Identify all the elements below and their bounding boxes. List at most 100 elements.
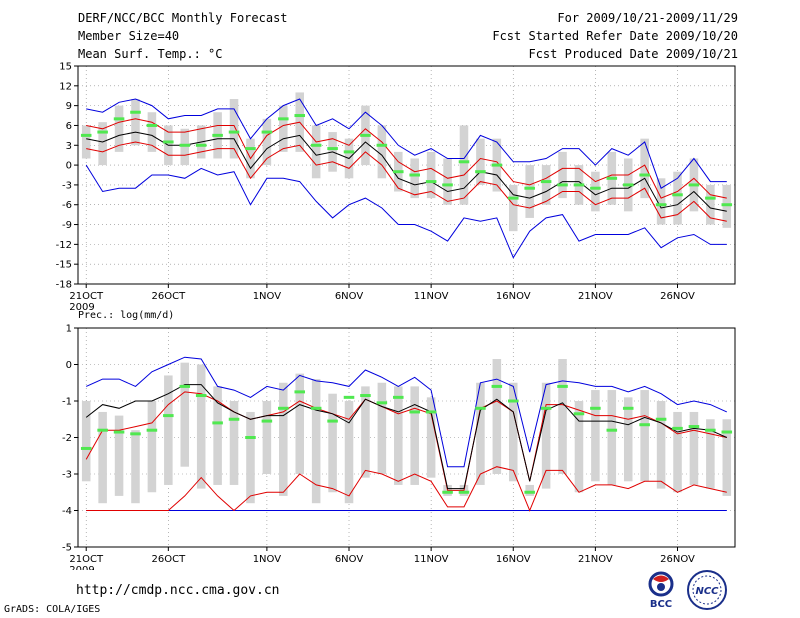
prec-box bbox=[508, 382, 518, 482]
prec-xtick-label: 26OCT bbox=[151, 554, 186, 565]
prec-xtick-label: 11NOV bbox=[414, 554, 449, 565]
prec-box bbox=[640, 390, 649, 482]
prec-box bbox=[295, 373, 305, 474]
prec-median-mark bbox=[622, 406, 634, 410]
prec-median-mark bbox=[721, 430, 733, 434]
prec-median-mark bbox=[557, 384, 568, 388]
prec-ytick-label: -2 bbox=[62, 433, 72, 444]
prec-box bbox=[213, 386, 222, 485]
member-size: Member Size=40 bbox=[78, 29, 180, 43]
prec-box bbox=[541, 382, 551, 489]
prec-box bbox=[377, 382, 387, 474]
prec-median-mark bbox=[425, 410, 437, 414]
temp-xtick-label: 21OCT bbox=[69, 291, 104, 302]
temp-median-mark bbox=[195, 143, 207, 147]
temp-median-mark bbox=[97, 130, 108, 134]
temp-median-mark bbox=[639, 173, 650, 177]
temp-mean-plus-sd-line bbox=[86, 118, 727, 199]
temp-median-mark bbox=[163, 140, 174, 144]
temp-box bbox=[114, 105, 124, 152]
prec-box bbox=[574, 401, 584, 493]
prec-median-mark bbox=[393, 395, 404, 399]
temp-year-label: 2009 bbox=[69, 302, 94, 313]
temp-median-mark bbox=[622, 183, 634, 187]
temp-box bbox=[706, 184, 715, 225]
temp-median-mark bbox=[409, 173, 420, 177]
temp-box bbox=[131, 99, 140, 146]
chart-title: DERF/NCC/BCC Monthly Forecast bbox=[78, 11, 288, 25]
prec-median-mark bbox=[639, 423, 650, 427]
prec-chart-title: Prec.: log(mm/d) bbox=[78, 310, 174, 321]
temp-median-mark bbox=[310, 143, 322, 147]
prec-median-mark bbox=[130, 432, 141, 436]
temp-ytick-label: 0 bbox=[66, 161, 72, 172]
temp-mean-minus-sd-line bbox=[86, 141, 727, 222]
prec-median-mark bbox=[245, 436, 256, 439]
prec-ytick-label: -1 bbox=[62, 397, 72, 408]
prec-median-mark bbox=[179, 384, 191, 388]
temp-median-mark bbox=[524, 186, 535, 190]
temp-box bbox=[525, 165, 534, 218]
temp-median-mark bbox=[721, 203, 733, 207]
temp-box bbox=[377, 125, 387, 179]
temp-median-mark bbox=[458, 160, 470, 164]
prec-median-mark bbox=[688, 425, 700, 429]
prec-box bbox=[262, 401, 272, 474]
prec-box bbox=[476, 382, 485, 485]
prec-median-mark bbox=[146, 428, 158, 432]
temp-xtick-label: 26NOV bbox=[660, 291, 695, 302]
temp-median-mark bbox=[80, 133, 92, 137]
temp-ytick-label: 6 bbox=[66, 121, 72, 132]
prec-median-mark bbox=[376, 401, 388, 405]
prec-box bbox=[98, 411, 107, 504]
temp-xtick-label: 11NOV bbox=[414, 291, 449, 302]
prec-median-mark bbox=[491, 384, 503, 388]
temp-box bbox=[279, 105, 288, 152]
bcc-logo: BCC bbox=[648, 571, 674, 609]
prec-box bbox=[311, 379, 321, 504]
prec-ytick-label: -3 bbox=[62, 470, 72, 481]
prec-box bbox=[623, 397, 633, 482]
temp-median-mark bbox=[590, 186, 601, 190]
temp-ytick-label: -15 bbox=[56, 260, 72, 271]
prec-median-mark bbox=[540, 406, 552, 410]
ncc-logo-text: NCC bbox=[695, 586, 719, 597]
prec-xtick-label: 16NOV bbox=[496, 554, 531, 565]
temp-median-mark bbox=[606, 176, 618, 180]
prec-ytick-label: -4 bbox=[62, 506, 72, 517]
temp-ytick-label: 12 bbox=[59, 81, 72, 92]
prec-box bbox=[607, 390, 617, 485]
prec-box bbox=[81, 401, 91, 482]
source-url[interactable]: http://cmdp.ncc.cma.gov.cn bbox=[76, 583, 280, 598]
prec-median-mark bbox=[606, 428, 618, 432]
temp-max-line bbox=[86, 98, 727, 189]
prec-box bbox=[229, 401, 239, 485]
temp-box bbox=[673, 171, 682, 225]
grads-credit: GrADS: COLA/IGES bbox=[4, 604, 101, 615]
prec-box bbox=[525, 484, 534, 496]
temp-box bbox=[443, 158, 452, 205]
prec-median-mark bbox=[327, 419, 338, 423]
prec-median-mark bbox=[672, 426, 683, 430]
temp-ytick-label: 3 bbox=[66, 141, 72, 152]
prec-year-label: 2009 bbox=[69, 565, 94, 570]
temp-median-mark bbox=[245, 147, 256, 151]
prec-box bbox=[147, 401, 157, 493]
prec-mean-plus-sd-line bbox=[85, 391, 727, 491]
prec-median-mark bbox=[475, 406, 486, 410]
temp-median-mark bbox=[425, 180, 437, 184]
prec-xtick-label: 21OCT bbox=[69, 554, 104, 565]
prec-median-mark bbox=[228, 417, 240, 421]
prec-median-mark bbox=[360, 394, 371, 398]
prec-box bbox=[722, 419, 732, 496]
temp-median-mark bbox=[212, 133, 223, 137]
prec-max-line bbox=[85, 356, 728, 468]
prec-median-mark bbox=[524, 490, 535, 494]
forecast-produced-date: Fcst Produced Date 2009/10/21 bbox=[528, 47, 738, 61]
precipitation-chart: Prec.: log(mm/d) -5 -4 -3 -2 -1 0 1 21OCT 26OCT 1N… bbox=[62, 310, 736, 570]
prec-median-mark bbox=[590, 406, 601, 410]
temp-median-mark bbox=[557, 183, 568, 187]
temp-median-mark bbox=[705, 196, 716, 200]
forecast-started-date: Fcst Started Refer Date 2009/10/20 bbox=[492, 29, 738, 43]
prec-xtick-label: 26NOV bbox=[660, 554, 695, 565]
